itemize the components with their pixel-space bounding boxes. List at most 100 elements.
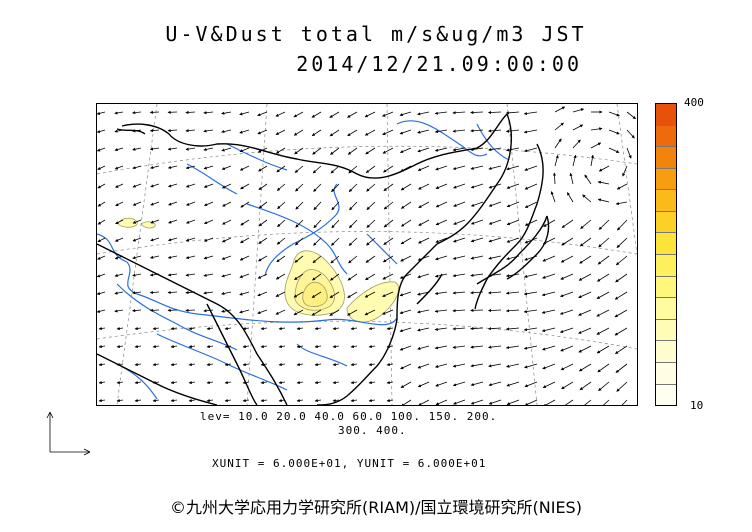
wind-vector: [186, 201, 196, 206]
wind-vector: [276, 237, 286, 245]
wind-vector: [541, 327, 556, 333]
wind-vector: [349, 219, 358, 229]
wind-vector: [554, 106, 566, 113]
wind-vector: [132, 237, 142, 242]
wind-vector: [330, 255, 340, 264]
wind-vector: [578, 363, 592, 372]
wind-vector: [185, 290, 196, 295]
wind-vector: [597, 255, 610, 265]
wind-vector: [578, 273, 592, 281]
wind-vector: [584, 399, 592, 405]
wind-vector: [596, 327, 610, 335]
wind-vector: [572, 154, 577, 167]
wind-vector: [275, 309, 286, 315]
wind-vector: [221, 291, 232, 296]
wind-vector: [400, 219, 412, 227]
wind-vector: [364, 309, 376, 316]
wind-vector: [295, 201, 304, 210]
wind-vector: [417, 345, 430, 350]
wind-vector: [435, 399, 448, 405]
wind-vector: [311, 309, 322, 316]
wind-vector: [257, 273, 268, 279]
wind-vector: [115, 201, 124, 207]
wind-vector: [185, 147, 196, 151]
wind-vector: [98, 380, 106, 385]
wind-vector: [97, 183, 106, 189]
wind-vector: [149, 255, 160, 259]
wind-vector: [134, 398, 142, 403]
wind-vector: [132, 255, 142, 260]
wind-vector: [114, 309, 124, 313]
wind-vector: [277, 219, 286, 228]
wind-vector: [487, 291, 502, 295]
wind-vector: [185, 165, 196, 170]
wind-vector: [417, 111, 430, 116]
wind-vector: [608, 147, 620, 153]
wind-vector: [626, 129, 635, 139]
wind-vector: [566, 192, 574, 203]
wind-vector: [114, 237, 124, 242]
wind-vector: [132, 291, 142, 295]
wind-vector: [188, 398, 196, 403]
wind-vector: [221, 165, 232, 170]
wind-vector: [116, 380, 124, 385]
wind-vector: [366, 237, 376, 246]
wind-vector: [331, 237, 340, 246]
wind-vector: [296, 344, 304, 349]
wind-vector: [97, 129, 106, 134]
wind-vector: [417, 381, 430, 388]
wind-vector: [185, 183, 196, 188]
wind-vector: [365, 147, 376, 155]
wind-vector: [386, 398, 394, 403]
wind-vector: [382, 111, 394, 117]
wind-vector: [329, 309, 340, 316]
wind-vector: [221, 237, 232, 243]
wind-vector: [487, 327, 502, 331]
wind-vector: [400, 381, 412, 388]
wind-vector: [206, 380, 214, 385]
wind-vector: [523, 327, 538, 332]
wind-vector: [488, 255, 502, 260]
wind-vector: [524, 219, 538, 226]
wind-vector: [434, 291, 448, 295]
wind-vector: [552, 172, 557, 185]
wind-vector: [561, 399, 574, 405]
wind-vector: [188, 362, 196, 367]
wind-vector: [417, 165, 430, 171]
wind-vector: [221, 273, 232, 278]
wind-vector: [132, 129, 142, 133]
wind-vector: [470, 237, 484, 243]
wind-vector: [368, 362, 376, 367]
wind-vector: [417, 291, 430, 296]
wind-vector: [152, 380, 160, 385]
wind-vector: [204, 201, 214, 207]
wind-vector: [347, 273, 358, 281]
wind-vector: [240, 183, 250, 190]
wind-vector: [435, 219, 448, 226]
wind-vector: [505, 309, 520, 313]
coastlines-borders: [97, 113, 550, 405]
wind-vector: [170, 380, 178, 385]
contour-levels-line1: lev= 10.0 20.0 40.0 60.0 100. 150. 200.: [200, 410, 498, 423]
wind-vector: [348, 183, 358, 192]
wind-vector: [275, 291, 286, 297]
wind-vector: [400, 183, 412, 191]
wind-vector: [559, 327, 574, 333]
wind-vector: [332, 380, 340, 385]
wind-vector: [221, 255, 232, 260]
wind-vector: [132, 273, 142, 277]
wind-vector: [434, 345, 448, 350]
wind-vector: [98, 362, 106, 367]
wind-vector: [167, 273, 178, 277]
wind-vector: [276, 183, 286, 191]
wind-vector: [523, 273, 538, 278]
wind-vector: [524, 363, 538, 369]
wind-vector: [382, 255, 394, 263]
wind-vector: [185, 110, 196, 115]
wind-vector: [578, 291, 592, 298]
wind-vector: [116, 344, 124, 349]
wind-vector: [399, 345, 412, 351]
wind-vector: [347, 111, 358, 118]
wind-vector: [114, 129, 124, 133]
wind-vector: [293, 129, 304, 136]
